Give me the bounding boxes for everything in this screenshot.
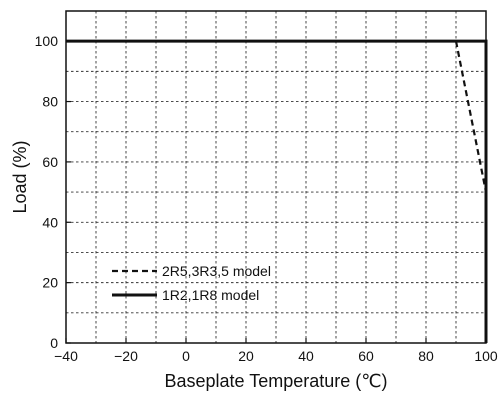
x-tick-label: 60 <box>358 348 374 364</box>
x-tick-label: 20 <box>238 348 254 364</box>
y-axis-ticks: 0 20 40 60 80 100 <box>35 33 71 351</box>
x-axis-ticks: −40 −20 0 20 40 60 80 100 <box>54 338 498 364</box>
legend-label-1: 1R2,1R8 model <box>162 287 259 303</box>
grid <box>66 11 486 343</box>
y-axis-label: Load (%) <box>10 140 30 213</box>
x-tick-label: 0 <box>182 348 190 364</box>
x-axis-label: Baseplate Temperature (℃) <box>165 371 388 391</box>
legend-label-0: 2R5,3R3,5 model <box>162 263 271 279</box>
y-tick-label: 40 <box>42 214 58 230</box>
x-tick-label: 40 <box>298 348 314 364</box>
y-tick-label: 80 <box>42 94 58 110</box>
x-tick-label: 80 <box>418 348 434 364</box>
y-tick-label: 20 <box>42 275 58 291</box>
plot-frame <box>65 10 487 344</box>
x-tick-label: 100 <box>474 348 498 364</box>
legend: 2R5,3R3,5 model 1R2,1R8 model <box>112 263 271 303</box>
y-tick-label: 100 <box>35 33 59 49</box>
y-tick-label: 0 <box>50 335 58 351</box>
y-tick-label: 60 <box>42 154 58 170</box>
x-tick-label: −40 <box>54 348 78 364</box>
x-tick-label: −20 <box>114 348 138 364</box>
